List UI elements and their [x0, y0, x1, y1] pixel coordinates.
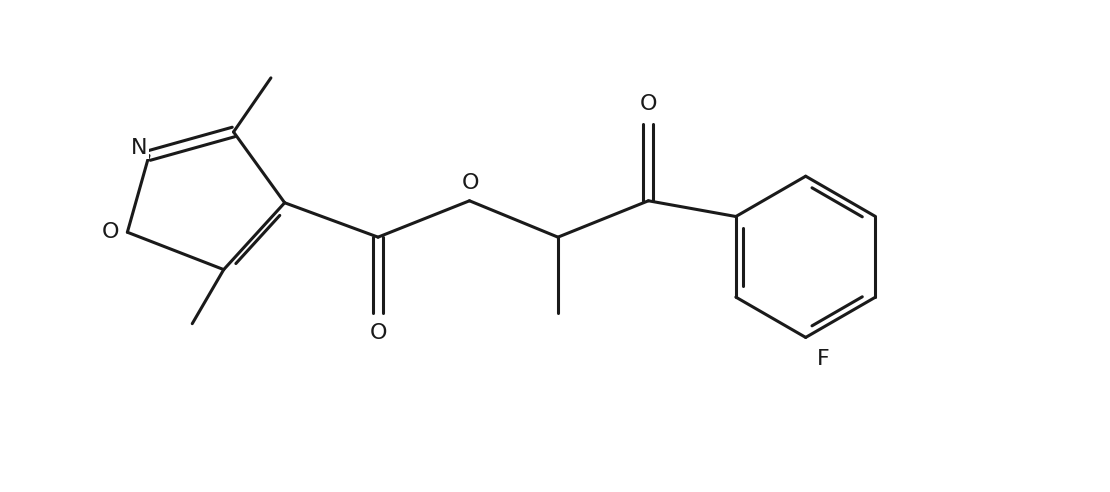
- Text: N: N: [131, 138, 148, 158]
- Text: F: F: [817, 349, 830, 369]
- Text: O: O: [370, 323, 386, 342]
- Text: O: O: [639, 94, 657, 115]
- Text: O: O: [462, 173, 480, 193]
- Text: O: O: [102, 222, 120, 242]
